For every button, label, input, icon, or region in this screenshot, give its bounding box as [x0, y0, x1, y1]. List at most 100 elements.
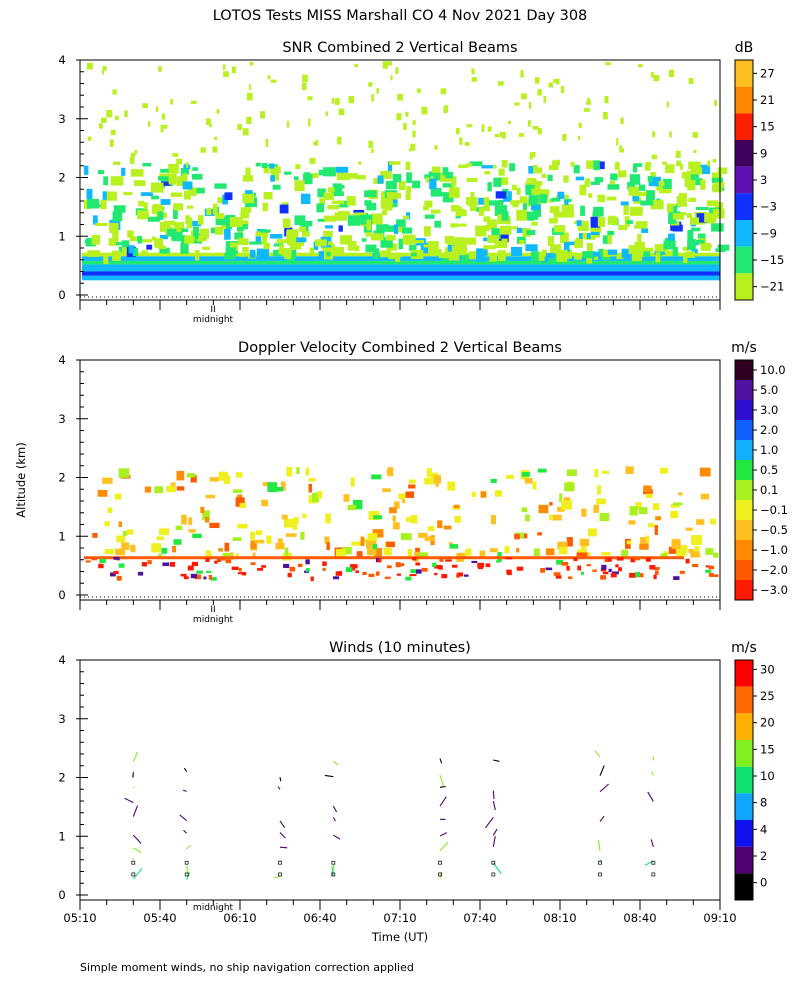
velocity-cell	[371, 474, 382, 480]
velocity-cell	[673, 576, 680, 580]
velocity-cell	[506, 474, 514, 480]
main-title: LOTOS Tests MISS Marshall CO 4 Nov 2021 …	[213, 8, 588, 24]
velocity-cell	[618, 567, 622, 572]
wind-marker	[438, 860, 442, 865]
snr-cell	[687, 239, 696, 250]
velocity-cell	[479, 550, 486, 557]
snr-cell	[323, 192, 334, 200]
velocity-cell	[705, 548, 714, 555]
snr-cell	[453, 238, 467, 249]
velocity-cell	[386, 565, 392, 569]
velocity-cell	[685, 558, 690, 564]
snr-cell	[487, 219, 498, 230]
colorbar-label: 15	[760, 120, 775, 134]
snr-cell	[498, 233, 509, 243]
velocity-cell	[495, 560, 501, 563]
snr-cell	[176, 176, 185, 187]
velocity-cell	[692, 563, 699, 568]
snr-cell	[267, 75, 271, 80]
snr-cell	[564, 252, 578, 256]
velocity-cell	[549, 502, 553, 506]
snr-cell	[109, 222, 119, 234]
snr-cell	[242, 247, 249, 253]
wind-barb	[439, 775, 444, 786]
snr-cell	[531, 221, 538, 226]
snr-cell	[142, 103, 149, 109]
velocity-cell	[566, 565, 570, 571]
snr-cell	[712, 159, 717, 163]
velocity-cell	[181, 514, 187, 525]
velocity-cell	[708, 572, 714, 577]
snr-cell	[484, 170, 491, 175]
snr-cell	[656, 184, 663, 191]
snr-cell	[548, 199, 554, 203]
chart-title-velocity: Doppler Velocity Combined 2 Vertical Bea…	[238, 340, 562, 356]
y-tick-label: 3	[58, 112, 65, 126]
snr-cell	[172, 152, 179, 157]
velocity-cell	[351, 566, 355, 571]
velocity-cell	[203, 576, 207, 580]
snr-cell	[184, 163, 189, 175]
snr-cell	[411, 252, 417, 257]
snr-cell	[276, 239, 290, 244]
velocity-cell	[287, 572, 292, 578]
snr-cell	[590, 181, 600, 185]
velocity-cell	[405, 576, 412, 581]
snr-cell	[551, 197, 561, 202]
snr-cell	[428, 243, 435, 248]
snr-cell	[443, 105, 449, 113]
snr-cell	[561, 212, 575, 218]
snr-cell	[489, 253, 498, 262]
velocity-cell	[322, 561, 327, 566]
velocity-cell	[408, 479, 416, 484]
snr-cell	[316, 203, 325, 213]
velocity-cell	[401, 533, 412, 541]
snr-cell	[155, 106, 159, 113]
snr-cell	[562, 133, 567, 141]
snr-cell	[315, 140, 319, 146]
snr-cell	[237, 226, 244, 232]
velocity-cell	[396, 573, 401, 576]
snr-cell	[638, 64, 643, 68]
snr-cell	[463, 237, 477, 245]
snr-cell	[450, 223, 458, 228]
velocity-cell	[549, 514, 554, 521]
snr-cell	[566, 241, 576, 246]
snr-cell	[628, 186, 640, 196]
wind-barb	[277, 786, 281, 790]
snr-cell	[376, 88, 379, 94]
velocity-cell	[628, 520, 636, 525]
snr-cell	[331, 200, 345, 205]
snr-cell	[576, 220, 582, 226]
velocity-cell	[188, 517, 193, 525]
snr-cell	[205, 118, 211, 125]
snr-cell	[501, 211, 509, 221]
snr-cell	[530, 204, 541, 211]
snr-cell	[499, 177, 509, 185]
velocity-cell	[107, 507, 113, 514]
y-tick-label: 3	[58, 712, 65, 726]
velocity-cell	[250, 540, 257, 549]
snr-cell	[128, 245, 135, 254]
snr-cell	[92, 215, 98, 225]
snr-cell	[585, 178, 591, 183]
velocity-cell	[655, 570, 659, 575]
snr-cell	[151, 205, 164, 215]
velocity-cell	[646, 535, 650, 543]
snr-cell	[616, 138, 619, 146]
velocity-cell	[85, 560, 91, 563]
snr-cell	[127, 230, 134, 238]
colorbar-label: 5.0	[760, 383, 778, 397]
wind-barb	[439, 758, 443, 764]
y-tick-label: 2	[58, 771, 65, 785]
snr-cell	[255, 162, 261, 167]
velocity-cell	[305, 467, 310, 476]
velocity-cell	[545, 567, 553, 571]
snr-cell	[640, 200, 654, 206]
snr-cell	[650, 200, 664, 210]
snr-cell	[621, 248, 633, 258]
velocity-cell	[601, 564, 607, 570]
snr-cell	[420, 242, 429, 254]
snr-cell	[412, 120, 416, 126]
snr-cell	[112, 89, 117, 95]
